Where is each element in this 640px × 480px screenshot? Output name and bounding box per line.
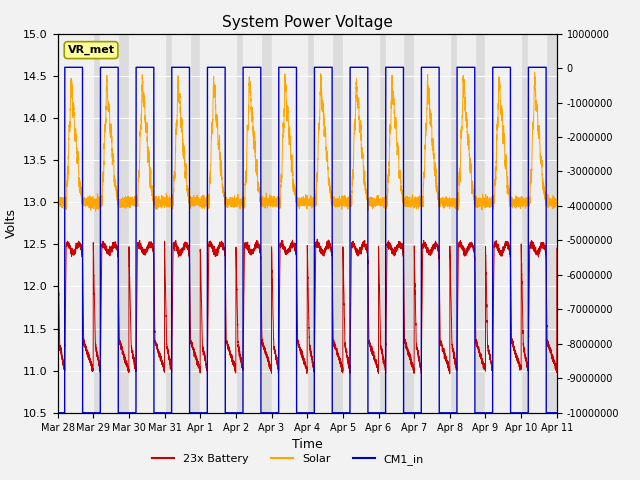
Bar bbox=[528, 34, 546, 413]
Bar bbox=[493, 34, 511, 413]
Bar bbox=[136, 34, 154, 413]
Bar bbox=[350, 34, 368, 413]
X-axis label: Time: Time bbox=[292, 438, 323, 451]
Bar bbox=[421, 34, 439, 413]
Bar bbox=[343, 34, 378, 413]
Bar bbox=[414, 34, 450, 413]
Text: VR_met: VR_met bbox=[68, 45, 115, 55]
Title: System Power Voltage: System Power Voltage bbox=[222, 15, 392, 30]
Bar bbox=[65, 34, 83, 413]
Bar bbox=[457, 34, 475, 413]
Bar bbox=[486, 34, 521, 413]
Bar bbox=[314, 34, 332, 413]
Bar bbox=[278, 34, 296, 413]
Bar bbox=[386, 34, 403, 413]
Bar bbox=[200, 34, 236, 413]
Bar bbox=[172, 34, 189, 413]
Legend: 23x Battery, Solar, CM1_in: 23x Battery, Solar, CM1_in bbox=[147, 450, 429, 469]
Bar bbox=[271, 34, 307, 413]
Bar bbox=[129, 34, 164, 413]
Y-axis label: Volts: Volts bbox=[4, 208, 17, 238]
Bar bbox=[100, 34, 118, 413]
Bar bbox=[243, 34, 261, 413]
Bar bbox=[58, 34, 93, 413]
Bar bbox=[207, 34, 225, 413]
